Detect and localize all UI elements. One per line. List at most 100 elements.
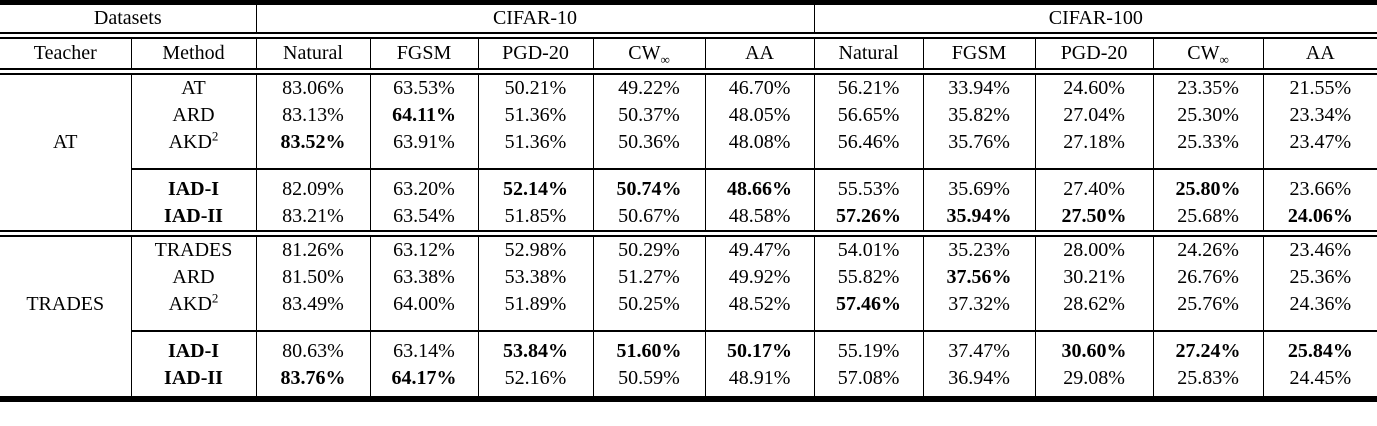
value-cell: 28.00%: [1034, 233, 1154, 264]
value-cell: 27.50%: [1034, 203, 1154, 237]
teacher-cell: [0, 331, 131, 365]
value-cell: 51.36%: [477, 102, 594, 129]
metric-header-natural-cifar-10: Natural: [255, 35, 371, 75]
value-cell: 51.89%: [477, 291, 594, 321]
value-cell: 25.80%: [1152, 169, 1264, 203]
value-cell: 51.85%: [477, 203, 594, 237]
rule-cell: [1034, 321, 1154, 332]
header-row-datasets: Datasets CIFAR-10 CIFAR-100: [0, 2, 1377, 39]
cifar100-header-cell: CIFAR-100: [813, 2, 1377, 39]
rule-cell: [130, 321, 257, 332]
metric-header-fgsm-cifar-10: FGSM: [369, 35, 479, 75]
value-cell: 56.65%: [813, 102, 924, 129]
metric-header-aa-cifar-100: AA: [1262, 35, 1377, 75]
metric-header-fgsm-cifar-100: FGSM: [922, 35, 1036, 75]
metric-header-cw-cifar-10: CW∞: [592, 35, 706, 75]
rule-cell: [369, 321, 479, 332]
value-cell: 23.46%: [1262, 233, 1377, 264]
rule-cell: [704, 159, 815, 170]
value-cell: 25.84%: [1262, 331, 1377, 365]
value-cell: 54.01%: [813, 233, 924, 264]
result-row-ard: ARD 81.50% 63.38% 53.38% 51.27% 49.92% 55.82% 3…: [0, 264, 1377, 291]
method-cell: IAD-I: [130, 169, 257, 203]
value-cell: 48.91%: [704, 365, 815, 399]
value-cell: 48.58%: [704, 203, 815, 237]
value-cell: 28.62%: [1034, 291, 1154, 321]
result-row-ard: ARD 83.13% 64.11% 51.36% 50.37% 48.05% 56.65% 3…: [0, 102, 1377, 129]
value-cell: 50.37%: [592, 102, 706, 129]
value-cell: 30.21%: [1034, 264, 1154, 291]
header-row-metrics: Teacher Method Natural FGSM PGD-20 CW∞ AA Nat…: [0, 35, 1377, 75]
value-cell: 26.76%: [1152, 264, 1264, 291]
rule-cell: [1034, 159, 1154, 170]
value-cell: 25.68%: [1152, 203, 1264, 237]
value-cell: 27.24%: [1152, 331, 1264, 365]
rule-cell: [255, 321, 371, 332]
value-cell: 55.82%: [813, 264, 924, 291]
method-cell: AKD2: [130, 291, 257, 321]
rule-cell: [592, 159, 706, 170]
teacher-cell: [0, 264, 131, 291]
value-cell: 52.98%: [477, 233, 594, 264]
value-cell: 63.14%: [369, 331, 479, 365]
value-cell: 48.08%: [704, 129, 815, 159]
partial-rule-row: [0, 321, 1377, 332]
value-cell: 35.82%: [922, 102, 1036, 129]
value-cell: 50.36%: [592, 129, 706, 159]
value-cell: 23.34%: [1262, 102, 1377, 129]
value-cell: 49.22%: [592, 71, 706, 102]
value-cell: 64.17%: [369, 365, 479, 399]
value-cell: 46.70%: [704, 71, 815, 102]
value-cell: 83.21%: [255, 203, 371, 237]
value-cell: 23.35%: [1152, 71, 1264, 102]
method-cell: IAD-II: [130, 203, 257, 237]
value-cell: 49.47%: [704, 233, 815, 264]
teacher-cell: [0, 203, 131, 237]
value-cell: 57.08%: [813, 365, 924, 399]
value-cell: 25.30%: [1152, 102, 1264, 129]
teacher-cell: [0, 72, 131, 103]
value-cell: 63.12%: [369, 233, 479, 264]
result-row-at: AT 83.06% 63.53% 50.21% 49.22% 46.70% 56.21% 33…: [0, 71, 1377, 103]
value-cell: 25.83%: [1152, 365, 1264, 399]
rule-cell: [477, 321, 594, 332]
partial-rule-row: [0, 159, 1377, 170]
value-cell: 83.52%: [255, 129, 371, 159]
teacher-cell: [0, 102, 131, 129]
datasets-header-cell: Datasets: [0, 2, 257, 39]
value-cell: 35.76%: [922, 129, 1036, 159]
value-cell: 83.06%: [255, 71, 371, 102]
teacher-cell: TRADES: [26, 293, 105, 315]
value-cell: 23.47%: [1262, 129, 1377, 159]
value-cell: 49.92%: [704, 264, 815, 291]
value-cell: 81.50%: [255, 264, 371, 291]
method-cell: IAD-I: [130, 331, 257, 365]
value-cell: 56.46%: [813, 129, 924, 159]
value-cell: 48.66%: [704, 169, 815, 203]
value-cell: 57.26%: [813, 203, 924, 237]
value-cell: 24.36%: [1262, 291, 1377, 321]
value-cell: 53.84%: [477, 331, 594, 365]
value-cell: 37.47%: [922, 331, 1036, 365]
value-cell: 37.32%: [922, 291, 1036, 321]
value-cell: 63.20%: [369, 169, 479, 203]
value-cell: 82.09%: [255, 169, 371, 203]
value-cell: 24.06%: [1262, 203, 1377, 237]
value-cell: 30.60%: [1034, 331, 1154, 365]
value-cell: 52.14%: [477, 169, 594, 203]
rule-cell: [477, 159, 594, 170]
cifar10-header-cell: CIFAR-10: [255, 2, 815, 39]
value-cell: 35.23%: [922, 233, 1036, 264]
value-cell: 81.26%: [255, 233, 371, 264]
value-cell: 63.91%: [369, 129, 479, 159]
teacher-cell: [0, 365, 131, 399]
value-cell: 35.69%: [922, 169, 1036, 203]
value-cell: 50.29%: [592, 233, 706, 264]
value-cell: 50.59%: [592, 365, 706, 399]
teacher-cell: AT: [53, 131, 78, 153]
rule-cell: [130, 159, 257, 170]
value-cell: 55.53%: [813, 169, 924, 203]
value-cell: 52.16%: [477, 365, 594, 399]
value-cell: 50.25%: [592, 291, 706, 321]
rule-cell: [1152, 159, 1264, 170]
